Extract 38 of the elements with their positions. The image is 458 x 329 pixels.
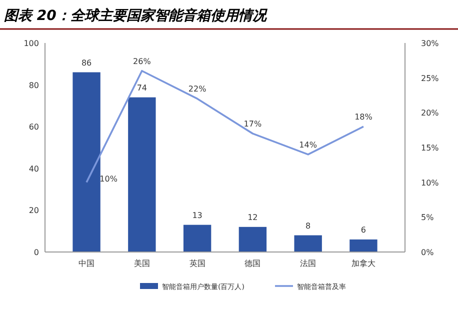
x-tick-label: 英国 [189, 259, 206, 268]
y-tick-label: 0 [34, 248, 39, 257]
data-label: 10% [100, 174, 118, 184]
bar [128, 97, 156, 252]
x-tick-label: 法国 [300, 259, 316, 268]
y2-tick-label: 15% [421, 144, 440, 152]
y2-tick-label: 25% [421, 74, 440, 83]
y2-tick-label: 30% [421, 39, 440, 48]
data-label: 6 [360, 225, 366, 234]
chart-title: 图表 20：全球主要国家智能音箱使用情况 [4, 7, 268, 24]
y-tick-label: 40 [28, 164, 39, 174]
data-label: 13 [192, 210, 202, 220]
y-tick-label: 80 [28, 80, 39, 90]
bar [294, 235, 322, 252]
data-label: 14% [299, 140, 318, 150]
data-label: 8 [306, 221, 311, 230]
data-label: 74 [136, 83, 148, 92]
data-label: 22% [188, 84, 207, 94]
x-tick-label: 美国 [134, 259, 150, 268]
y-tick-label: 20 [28, 206, 39, 216]
data-label: 86 [81, 58, 92, 68]
y2-tick-label: 20% [421, 108, 440, 118]
x-tick-label: 加拿大 [351, 259, 376, 268]
bar [72, 72, 100, 252]
data-label: 18% [354, 112, 373, 122]
x-tick-label: 德国 [244, 259, 261, 268]
data-label: 26% [133, 56, 152, 66]
y2-tick-label: 10% [421, 178, 440, 188]
bar [350, 239, 378, 252]
x-tick-label: 中国 [78, 259, 95, 268]
data-label: 12 [248, 212, 258, 222]
bar [183, 224, 212, 252]
bar [238, 226, 267, 252]
y-tick-label: 60 [28, 122, 39, 132]
y-tick-label: 100 [24, 39, 39, 48]
y2-tick-label: 5% [421, 213, 434, 222]
data-label: 17% [244, 120, 262, 129]
y2-tick-label: 0% [421, 248, 434, 257]
